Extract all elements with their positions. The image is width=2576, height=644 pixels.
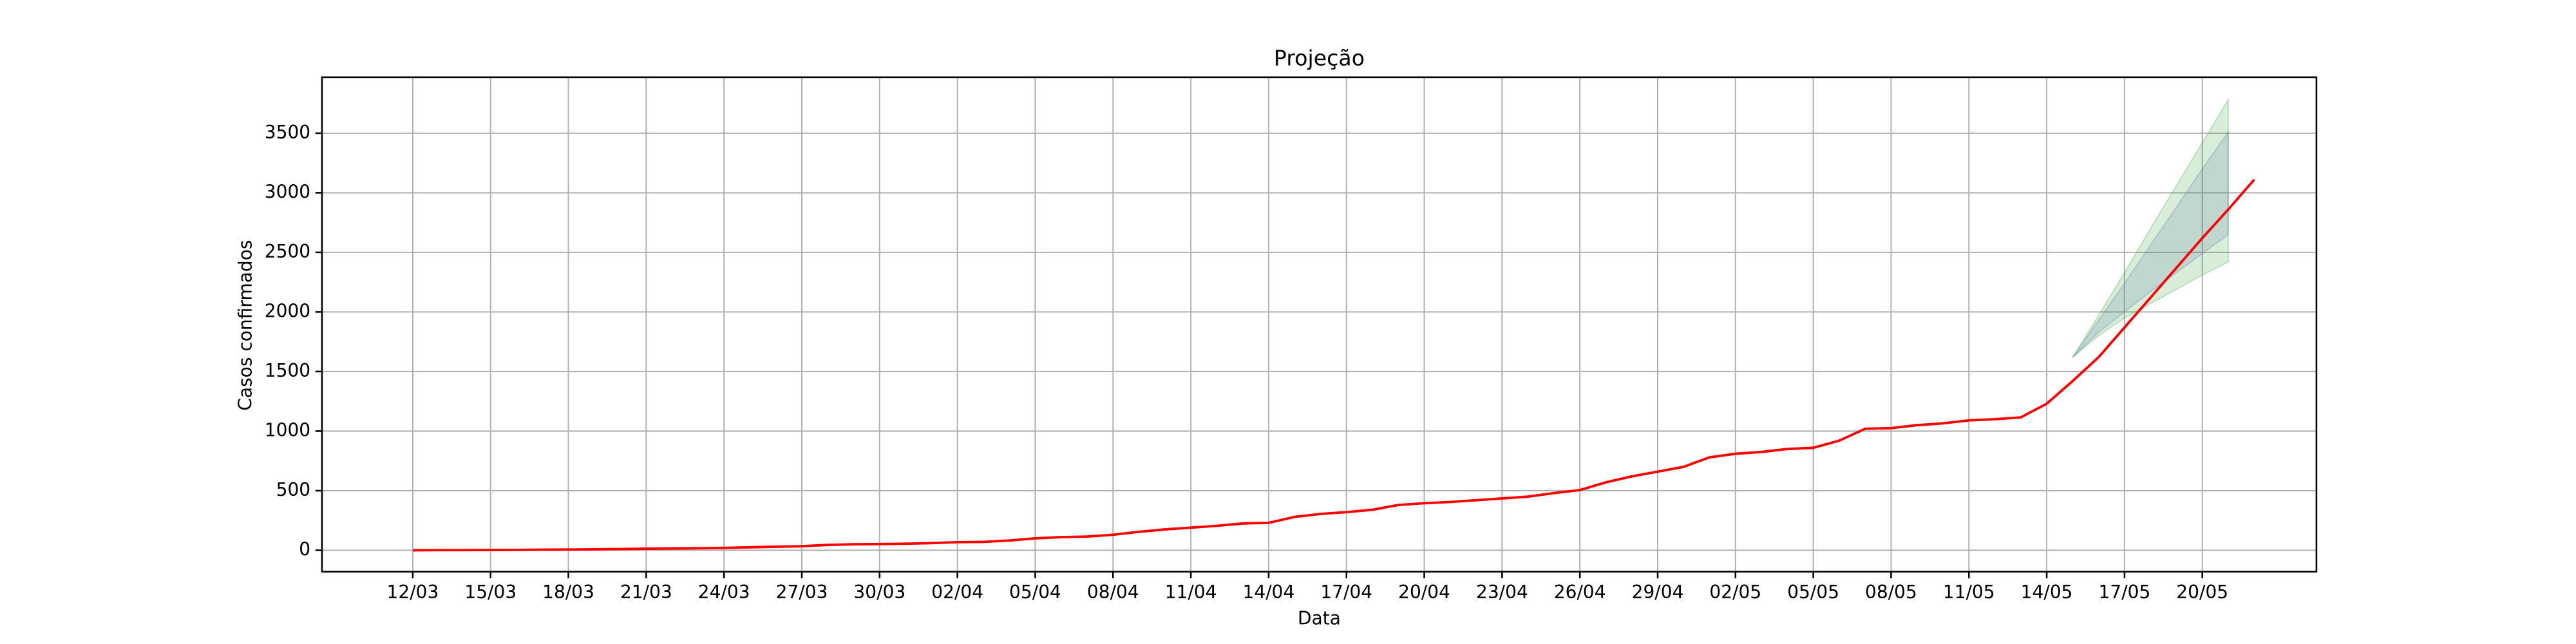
y-axis-label: Casos confirmados	[235, 240, 256, 410]
x-tick-label: 20/04	[1398, 582, 1450, 603]
x-tick-label: 08/05	[1865, 582, 1917, 603]
data-line	[412, 178, 2255, 552]
x-tick-label: 14/05	[2021, 582, 2073, 603]
x-tick-label: 05/04	[1009, 582, 1061, 603]
x-tick-label: 14/04	[1243, 582, 1295, 603]
x-tick-label: 24/03	[698, 582, 750, 603]
x-tick-label: 20/05	[2176, 582, 2228, 603]
x-tick-label: 30/03	[853, 582, 905, 603]
y-tick-label: 2500	[265, 241, 310, 262]
y-tick-label: 1000	[265, 419, 310, 440]
x-tick-label: 12/03	[387, 582, 439, 603]
x-tick-label: 17/05	[2099, 582, 2151, 603]
x-tick-label: 11/04	[1165, 582, 1217, 603]
x-tick-label: 08/04	[1087, 582, 1139, 603]
x-tick-label: 18/03	[542, 582, 594, 603]
y-tick-label: 0	[299, 538, 310, 560]
confidence-band	[2072, 129, 2230, 358]
x-tick-label: 21/03	[620, 582, 672, 603]
x-tick-label: 26/04	[1554, 582, 1606, 603]
y-tick-label: 2000	[265, 300, 310, 321]
x-tick-label: 17/04	[1320, 582, 1372, 603]
y-tick-label: 500	[276, 479, 311, 500]
x-axis-label: Data	[1298, 608, 1341, 629]
y-tick-label: 3500	[265, 122, 310, 143]
chart-title: Projeção	[1274, 45, 1365, 70]
x-tick-label: 11/05	[1943, 582, 1995, 603]
x-tick-label: 02/05	[1709, 582, 1761, 603]
x-tick-label: 05/05	[1787, 582, 1839, 603]
plot-frame	[321, 76, 2318, 573]
y-tick-label: 1500	[265, 360, 310, 381]
x-tick-label: 02/04	[931, 582, 983, 603]
confidence-band	[2072, 97, 2230, 358]
x-tick-label: 29/04	[1632, 582, 1684, 603]
y-tick-label: 3000	[265, 181, 310, 202]
x-tick-label: 27/03	[776, 582, 828, 603]
x-tick-label: 15/03	[464, 582, 516, 603]
x-tick-label: 23/04	[1476, 582, 1528, 603]
